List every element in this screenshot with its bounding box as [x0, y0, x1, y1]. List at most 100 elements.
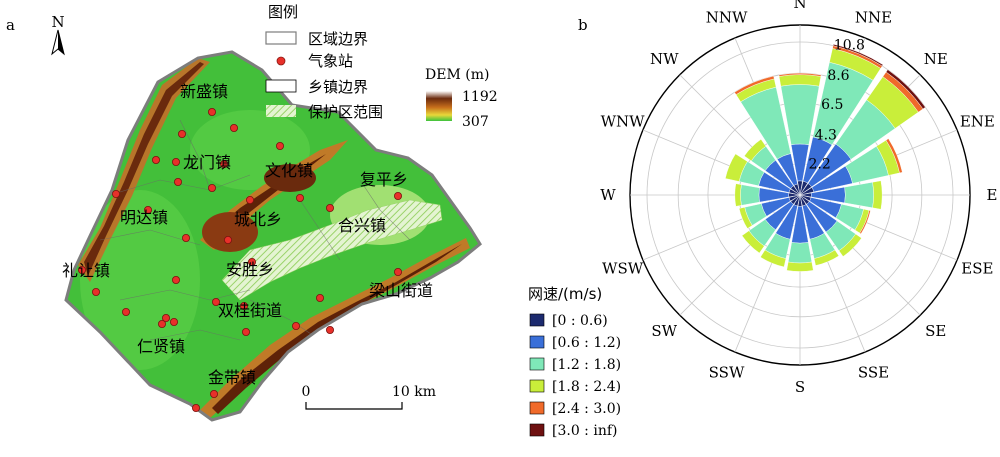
station-icon	[151, 155, 160, 164]
town-label: 新盛镇	[180, 82, 228, 101]
station-icon	[207, 108, 216, 117]
town-label: 合兴镇	[338, 216, 386, 235]
rose-legend-label: [1.8 : 2.4)	[552, 379, 621, 395]
town-label: 明达镇	[120, 208, 168, 227]
rose-direction-label: E	[987, 186, 998, 204]
town-label: 龙门镇	[183, 153, 231, 172]
station-icon	[173, 177, 182, 186]
rose-legend-label: [1.2 : 1.8)	[552, 357, 621, 373]
station-icon	[92, 287, 101, 296]
rose-legend: 网速/(m/s) [0 : 0.6) [0.6 : 1.2) [1.2 : 1.8)…	[528, 285, 621, 439]
station-icon	[181, 233, 190, 242]
rose-wedge	[740, 184, 760, 206]
rose-wedge	[760, 249, 787, 268]
rose-direction-label: SE	[925, 322, 946, 340]
map-legend: 图例 区域边界 气象站 乡镇边界 保护区范围 DEM (m) 1192 307	[265, 3, 498, 130]
rose-ring-labels: 2.2 4.3 6.5 8.6 10.8	[808, 37, 865, 172]
dem-colorbar	[426, 91, 452, 121]
rose-legend-swatch	[529, 313, 545, 327]
legend-station-label: 气象站	[308, 52, 353, 70]
station-icon	[177, 129, 186, 138]
town-label: 梁山街道	[369, 281, 433, 300]
panel-label-a: a	[6, 16, 15, 34]
station-icon	[169, 317, 178, 326]
rose-wedge	[738, 207, 753, 229]
station-icon	[239, 301, 248, 310]
rose-legend-swatch	[529, 379, 545, 393]
station-icon	[219, 159, 228, 168]
station-icon	[122, 307, 131, 316]
north-label: N	[51, 13, 64, 31]
station-icon	[229, 124, 238, 133]
rose-wedge	[838, 233, 862, 257]
rose-legend-swatch	[529, 401, 545, 415]
rose-direction-label: W	[600, 186, 616, 204]
rose-wedge	[813, 249, 840, 266]
rose-wedge	[786, 261, 814, 272]
station-icon	[245, 195, 254, 204]
station-icon	[247, 257, 256, 266]
rose-legend-title: 网速/(m/s)	[528, 285, 602, 303]
town-label: 城北乡	[234, 210, 282, 229]
rose-wedge	[885, 69, 926, 110]
rose-direction-label: SSE	[858, 363, 889, 381]
rose-direction-label: ESE	[961, 259, 993, 277]
rose-wedge	[744, 139, 767, 162]
panel-label-b: b	[578, 16, 588, 34]
station-icon	[223, 235, 232, 244]
rose-ring-label: 8.6	[827, 68, 849, 84]
station-icon	[291, 321, 300, 330]
town-label: 安胜乡	[226, 260, 274, 279]
rose-direction-label: WSW	[602, 259, 644, 277]
scale-bar: 0 10 km	[302, 384, 436, 410]
town-label: 仁贤镇	[137, 337, 185, 356]
protected-area-shape	[221, 199, 443, 301]
rose-legend-label: [2.4 : 3.0)	[552, 401, 621, 417]
rose-legend-swatch	[529, 423, 545, 437]
rose-direction-label: SSW	[709, 363, 745, 381]
legend-township-label: 乡镇边界	[308, 78, 368, 96]
dem-max: 1192	[462, 89, 498, 105]
legend-protected-swatch	[266, 105, 296, 117]
rose-ring-label: 10.8	[834, 37, 865, 53]
station-icon	[191, 403, 200, 412]
rose-wedge	[872, 180, 883, 210]
station-icon	[171, 157, 180, 166]
station-icon	[209, 389, 218, 398]
rose-direction-labels: N NNE NE ENE E ESE SE SSE S SSW SW WSW W WNW NW NNW	[600, 0, 997, 396]
rose-direction-label: S	[795, 378, 805, 396]
town-label: 金带镇	[208, 368, 256, 387]
station-icon	[157, 319, 166, 328]
rose-wedge	[885, 138, 903, 174]
scale-zero: 0	[302, 384, 311, 400]
legend-title: 图例	[268, 3, 298, 21]
rose-wedge	[859, 210, 871, 235]
rose-ring-label: 6.5	[821, 97, 843, 113]
legend-region-label: 区域边界	[308, 30, 368, 48]
rose-wedge	[832, 44, 884, 67]
station-icon	[161, 313, 170, 322]
legend-protected-label: 保护区范围	[308, 103, 383, 121]
rose-wedge	[741, 230, 765, 254]
rose-direction-label: NW	[650, 50, 679, 68]
station-icon	[241, 327, 250, 336]
station-icon	[393, 267, 402, 276]
station-icon	[393, 191, 402, 200]
dem-min: 307	[462, 114, 489, 130]
station-icon	[207, 183, 216, 192]
rose-legend-label: [0.6 : 1.2)	[552, 335, 621, 351]
dem-title: DEM (m)	[425, 67, 489, 83]
town-label: 文化镇	[265, 161, 313, 180]
rose-wedge	[778, 73, 822, 77]
station-icon	[211, 297, 220, 306]
region-outline	[64, 50, 482, 422]
station-icon	[315, 293, 324, 302]
scale-end: 10 km	[392, 384, 436, 400]
station-icon	[325, 203, 334, 212]
rose-legend-swatch	[529, 357, 545, 371]
rose-wedge	[734, 183, 742, 207]
station-icon	[171, 275, 180, 284]
station-icon	[112, 189, 121, 198]
